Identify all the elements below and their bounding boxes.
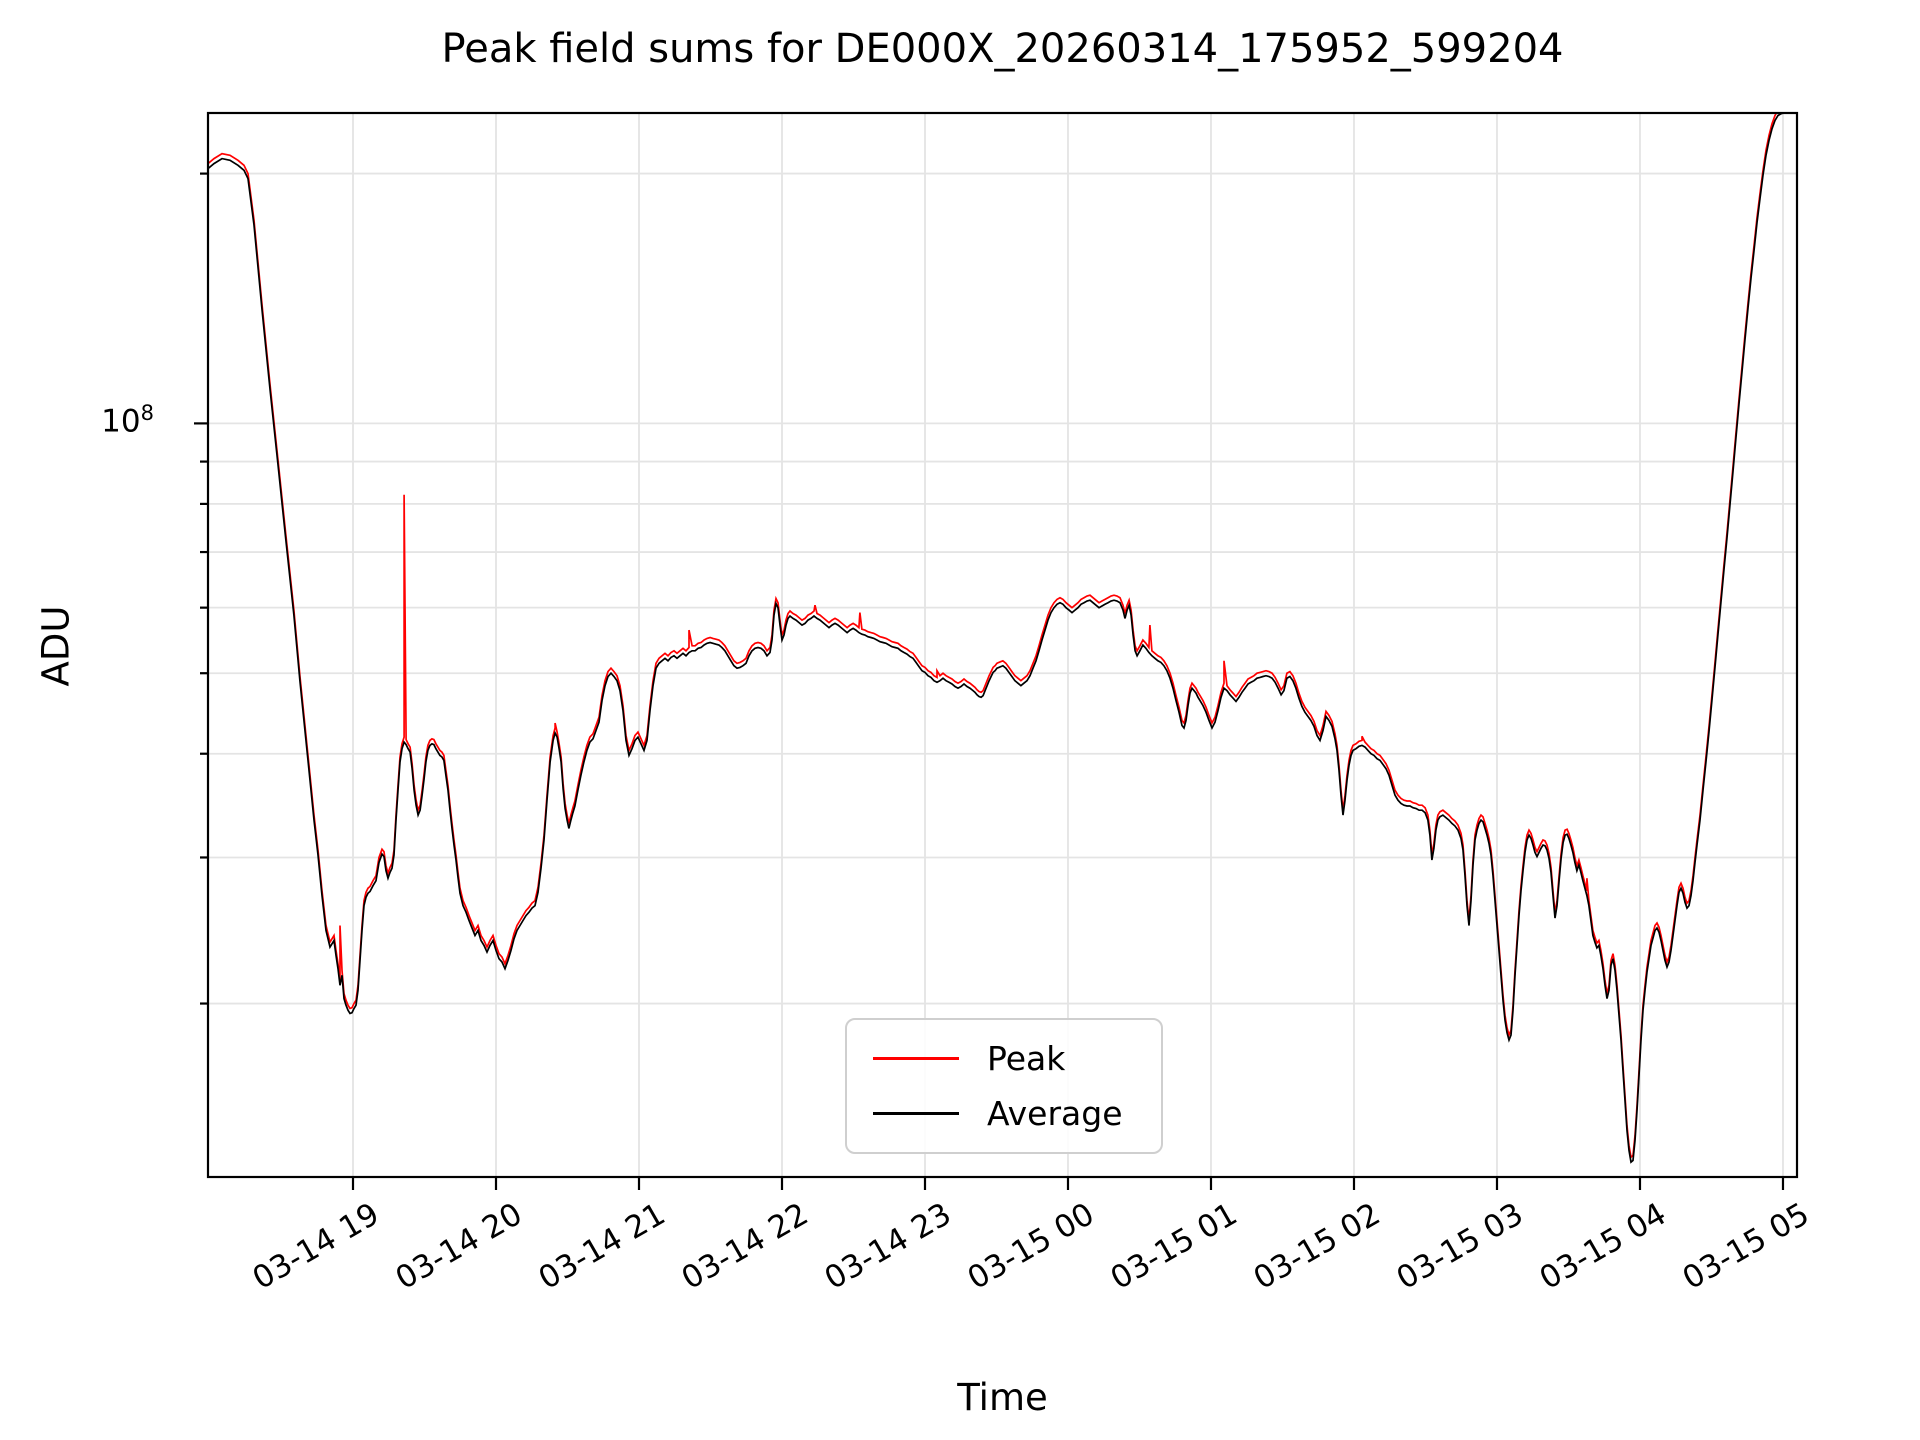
legend-label: Peak: [987, 1039, 1066, 1079]
legend: Peak Average: [845, 1018, 1163, 1154]
data-series: [208, 113, 1797, 1164]
tick-marks: [194, 172, 1785, 1190]
chart-title: Peak field sums for DE000X_20260314_1759…: [441, 26, 1564, 72]
axes-spines: [206, 111, 1799, 1179]
y-axis-label: ADU: [34, 605, 78, 687]
x-axis-label: Time: [957, 1376, 1048, 1419]
gridlines: [208, 113, 1797, 1177]
legend-line-sample: [873, 1057, 959, 1061]
average-line: [208, 113, 1797, 1164]
peak-line: [208, 113, 1778, 1159]
legend-label: Average: [987, 1093, 1123, 1133]
legend-entry: Average: [847, 1094, 1161, 1133]
legend-line-sample: [873, 1111, 959, 1115]
y-tick-label: 108: [101, 401, 154, 440]
legend-entry: Peak: [847, 1039, 1161, 1078]
